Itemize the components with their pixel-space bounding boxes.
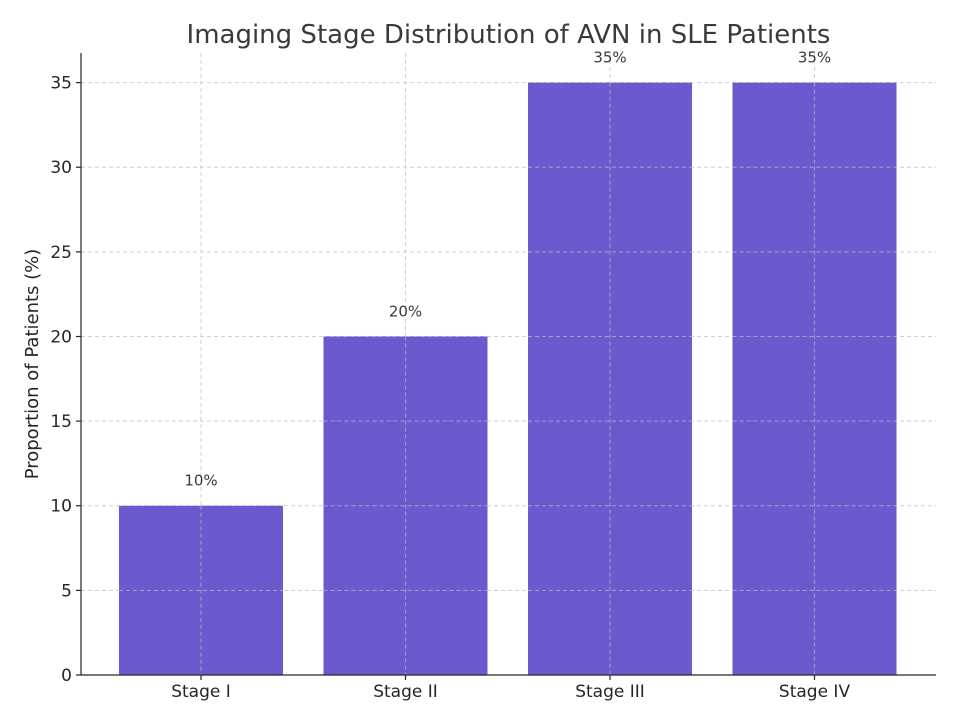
bars	[119, 82, 897, 676]
data-label: 10%	[184, 472, 217, 490]
x-ticks: Stage I Stage II Stage III Stage IV	[171, 675, 850, 702]
y-tick-label: 35	[50, 74, 72, 94]
y-tick-label: 10	[50, 497, 72, 517]
y-tick-label: 5	[61, 581, 72, 601]
data-label: 35%	[593, 49, 626, 67]
y-tick-label: 30	[50, 158, 72, 178]
data-label: 20%	[389, 302, 422, 320]
y-tick-label: 25	[50, 243, 72, 263]
data-label: 35%	[798, 49, 831, 67]
x-tick-label: Stage IV	[779, 682, 851, 702]
y-axis-label: Proportion of Patients (%)	[22, 249, 43, 480]
x-tick-label: Stage III	[575, 682, 645, 702]
y-ticks: 0 5 10 15 20 25 30 35	[50, 74, 81, 686]
data-labels: 10% 20% 35% 35%	[184, 49, 831, 490]
chart-title: Imaging Stage Distribution of AVN in SLE…	[187, 20, 831, 50]
y-tick-label: 0	[61, 666, 72, 686]
axes	[80, 53, 936, 676]
y-tick-label: 15	[50, 412, 72, 432]
x-tick-label: Stage II	[373, 682, 438, 702]
x-tick-label: Stage I	[171, 682, 231, 702]
y-tick-label: 20	[50, 327, 72, 347]
